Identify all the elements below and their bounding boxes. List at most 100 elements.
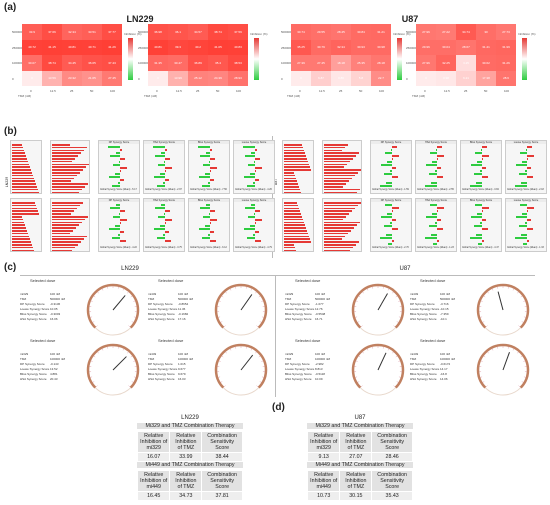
synergy-bar (480, 149, 482, 151)
synergy-bar (162, 182, 165, 184)
gauge-info-value: 16.06 (50, 317, 58, 321)
gauge-info-value: 100 nM (440, 292, 451, 296)
inhibition-bar (324, 204, 358, 207)
gauge-tick (483, 295, 486, 298)
synergy-panel-title: HSA Synergy Score (416, 199, 456, 202)
synergy-bar (482, 155, 490, 157)
synergy-bar (432, 161, 437, 163)
gauge-tick (362, 351, 364, 354)
synergy-bar (392, 207, 400, 209)
c-title-u87: U87 (399, 266, 411, 272)
gauge-tick (256, 385, 259, 388)
table-value-cell: 33.99 (169, 452, 203, 462)
heatmap-cell: 3.25 (456, 55, 476, 71)
inhibition-bar (52, 221, 82, 224)
heatmap-cell: 6.87 (311, 70, 331, 86)
heatmap-cell: 30.62 (476, 55, 496, 71)
tmz-axis-label: TMZ (nM) (18, 94, 32, 98)
inhibition-bar (52, 230, 73, 232)
synergy-bar (392, 158, 394, 160)
gauge-tick (133, 300, 136, 302)
synergy-bar (205, 173, 210, 175)
synergy-bar (392, 219, 396, 221)
selected-dose-label: Selected dose (158, 338, 184, 343)
gauge-info-row: mi449 100 nM (410, 352, 468, 357)
heatmap-cell: 29.96 (416, 39, 436, 55)
synergy-bar (482, 167, 486, 169)
heatmap-cell: 27.22 (436, 24, 456, 40)
table-caption: Mi329 and TMZ Combination Therapy (137, 423, 243, 429)
synergy-bar (252, 234, 255, 236)
gauge-tick (362, 291, 364, 294)
inhibition-bar (324, 146, 345, 149)
inhibition-bar (52, 246, 75, 249)
inhibition-bar (52, 166, 86, 168)
gauge-info-value: 100 nM (178, 292, 189, 296)
inhibition-bar (52, 152, 81, 154)
synergy-bar (247, 164, 255, 166)
synergy-bar (165, 219, 173, 221)
inhibition-bar (324, 246, 353, 249)
heatmap-ln229-map-1: 33.9 37.66 32.34 33.51 37.77 40.72 41.15 40.81 4… (22, 24, 122, 86)
gauge-tick (261, 360, 264, 362)
heatmap-ytick: 0 (281, 76, 283, 81)
gauge-tick (483, 355, 486, 358)
heatmap-ytick: 500000 (281, 30, 292, 34)
gauge-info-row: HSA Synergy Score 16.03 (148, 377, 206, 382)
heatmap-cell: 31.21 (371, 24, 391, 40)
synergy-bar (527, 146, 532, 148)
inhibition-bar (52, 163, 89, 166)
tmz-axis-label: TMZ (nM) (287, 94, 301, 98)
synergy-panel-title: Loewe Synergy Score (234, 199, 274, 202)
inhibition-bar (284, 183, 298, 185)
gauge-info-key: TMZ (148, 297, 155, 301)
gauge-info-row: TMZ 500000 nM (20, 297, 78, 302)
synergy-bar (381, 164, 392, 166)
synergy-bar (527, 158, 529, 160)
inhibition-bar (12, 146, 23, 149)
gauge-tick (487, 351, 489, 354)
synergy-bar (205, 225, 210, 227)
synergy-bar (437, 158, 439, 160)
inhibition-bar (12, 213, 39, 215)
synergy-bar (471, 164, 482, 166)
gauge-info-row: Bliss Synergy Score -0.1682 (148, 312, 206, 317)
c-divider (275, 275, 276, 397)
gauge-arc (214, 283, 268, 329)
synergy-bar (210, 240, 216, 242)
heatmap-cell: 29.55 (311, 24, 331, 40)
synergy-bar-panel: Loewe Synergy Score Global Synergy Score … (505, 140, 547, 194)
gauge-info-u87-mi329: mi329 100 nM TMZ 500000 nM DP Synergy Score -… (285, 292, 343, 322)
global-synergy-footer: Global Synergy Score (Mean): -6.12 (190, 247, 227, 249)
heatmap-xtick: 50 (216, 89, 220, 93)
panel-letter-d: (d) (272, 402, 285, 413)
gauge-info-value: 500000 nM (178, 297, 194, 301)
synergy-bar (437, 146, 442, 148)
gauge-tick (355, 376, 358, 378)
synergy-gauge (476, 343, 530, 396)
heatmap-cell: 5.8 (351, 70, 371, 86)
inhibition-bar-panel (282, 140, 314, 194)
table-header-cell: Relative Inhibition of TMZ (169, 469, 203, 493)
inhibition-bar (12, 224, 25, 226)
gauge-info-value: 100000 nM (315, 357, 331, 361)
gauge-tick (101, 348, 104, 351)
gauge-info-value: 100000 nM (178, 357, 194, 361)
synergy-panel-title: Bliss Synergy Score (189, 199, 229, 202)
gauge-info-value: -1.077 (315, 302, 324, 306)
gauge-info-key: Loewe Synergy Score (410, 307, 440, 311)
synergy-bar (210, 219, 218, 221)
table-value-row: 9.13 27.07 28.46 (306, 452, 413, 462)
gauge-info-value: 100 nM (315, 292, 326, 296)
gauge-tick (133, 360, 136, 362)
heatmap-cell: 30.84 (351, 24, 371, 40)
gauge-tick (97, 351, 99, 354)
table-value-row: 16.45 34.73 37.81 (136, 491, 243, 501)
table-header-cell: Combination Sensitivity Score (201, 469, 243, 493)
gauge-info-row: Bliss Synergy Score -16.8 (410, 372, 468, 377)
synergy-bar (117, 182, 120, 184)
synergy-gauge (476, 283, 530, 336)
global-synergy-footer: Global Synergy Score (Mean): -2.97 (145, 189, 182, 191)
synergy-bar (120, 231, 124, 233)
gauge-tick (482, 321, 485, 323)
